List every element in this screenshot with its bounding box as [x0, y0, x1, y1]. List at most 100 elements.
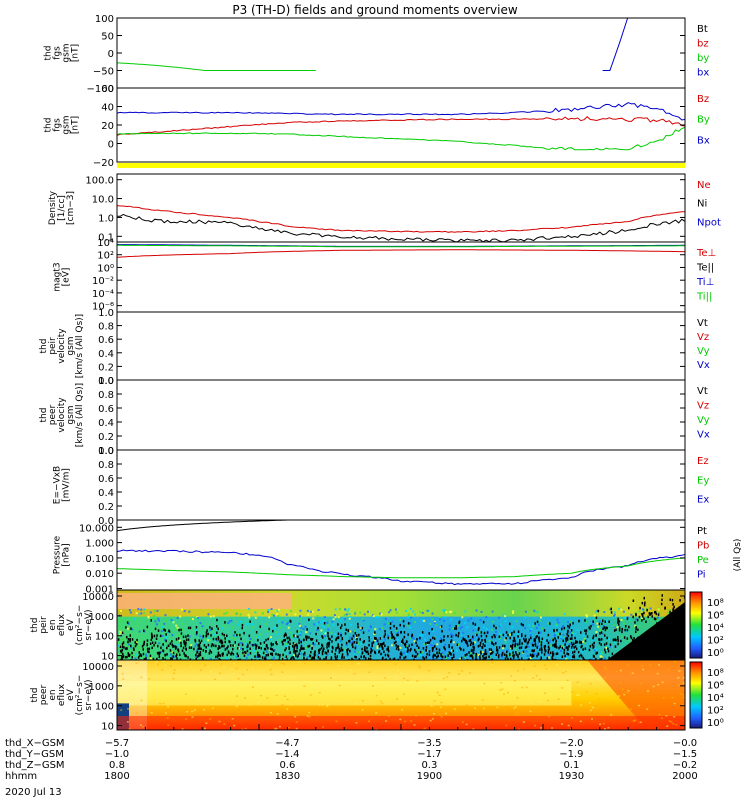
- panel-5-frame: [116, 311, 686, 381]
- y-tick-label: 10.000: [79, 523, 114, 534]
- panel-1: 100 50 0 −50 −100 thd fgs gsm [nT] Bt bz by bx: [44, 14, 710, 95]
- panel-8-frame: [116, 519, 686, 591]
- y-axis-label: gsm: [62, 43, 72, 62]
- x-axis-value: 0.8: [109, 760, 125, 771]
- y-axis-label: peir: [39, 616, 49, 634]
- panel-1-plot-area: [117, 18, 629, 71]
- colorbar-tick-label: 10⁸: [707, 598, 724, 609]
- legend-Ey: Ey: [697, 475, 709, 486]
- y-tick-label: 100: [95, 702, 114, 713]
- y-tick-label: 0.6: [98, 404, 114, 415]
- y-axis-label: [nPa]: [62, 543, 72, 566]
- x-axis-value: −1.5: [673, 749, 697, 760]
- y-axis-label: [nT]: [71, 116, 81, 134]
- y-tick-label: 10⁴: [97, 238, 114, 249]
- x-axis-value: 1830: [275, 771, 300, 782]
- legend-Bz: Bz: [697, 94, 709, 105]
- legend-Vy: Vy: [697, 415, 710, 426]
- date-label: 2020 Jul 13: [5, 787, 62, 798]
- y-tick-label: 0: [108, 49, 114, 60]
- y-axis-label: [eV]: [62, 268, 72, 287]
- legend-Vx: Vx: [697, 430, 710, 441]
- x-axis-value: −1.9: [559, 749, 583, 760]
- series-Pi-line: [117, 549, 685, 586]
- y-axis-label: gsm: [66, 336, 76, 355]
- legend-Bx: Bx: [697, 135, 710, 146]
- y-tick-label: 60: [101, 84, 114, 95]
- y-axis-label: sr−eV): [84, 679, 94, 710]
- electron-spectrogram-band: [117, 681, 572, 706]
- legend-by: by: [697, 53, 709, 64]
- y-tick-label: −20: [93, 158, 114, 169]
- y-axis-label: thd: [44, 46, 54, 61]
- series-By-line: [117, 126, 685, 151]
- x-axis-value: 1800: [104, 771, 129, 782]
- colorbar-tick-label: 10⁴: [707, 623, 724, 634]
- y-tick-label: 0.0: [98, 446, 114, 457]
- ion-spectrogram-hot-band: [117, 593, 292, 609]
- y-tick-label: 0.6: [98, 335, 114, 346]
- ion-spectrogram-dark-region: [607, 602, 685, 660]
- y-axis-label: thd: [30, 688, 40, 703]
- y-tick-label: 20: [101, 121, 114, 132]
- y-axis-label: thd: [39, 339, 49, 354]
- y-tick-label: 0.6: [98, 474, 114, 485]
- y-axis-label: thd: [30, 618, 40, 633]
- panel-8: 10.000 1.000 0.100 0.010 0.001 Pressure [nPa] P…: [53, 519, 743, 596]
- y-tick-label: 1000: [89, 612, 114, 623]
- y-tick-label: 10: [101, 722, 114, 733]
- x-axis-value: −1.4: [275, 749, 299, 760]
- y-axis-label: peir: [48, 337, 58, 355]
- panel-4-frame: [116, 241, 686, 313]
- x-axis-value: −2.0: [559, 738, 583, 749]
- y-tick-label: 0.2: [98, 502, 114, 513]
- colorbar-tick-label: 10⁴: [707, 693, 724, 704]
- panel-3: 100.0 10.0 1.0 0.1 Density [1/cc] [cm−3] Ne Ni Np…: [48, 173, 721, 243]
- y-axis-label: [mV/m]: [62, 468, 72, 502]
- y-tick-label: 10.0: [92, 195, 114, 206]
- panel-10-plot-area: [117, 660, 685, 730]
- y-tick-label: 0.010: [85, 569, 114, 580]
- y-tick-label: 0.8: [98, 390, 114, 401]
- legend-Npot: Npot: [697, 217, 721, 228]
- legend-Te: Te||: [696, 263, 714, 274]
- x-axis-value: 0.6: [279, 760, 295, 771]
- panel-8-plot-area: [117, 520, 685, 586]
- y-axis-label: velocity: [57, 397, 67, 433]
- y-axis-label: gsm: [66, 405, 76, 424]
- x-axis-value: 1930: [559, 771, 584, 782]
- y-axis-label: E=−VxB: [53, 466, 63, 504]
- legend-Vt: Vt: [697, 386, 708, 397]
- colorbar-tick-label: 10⁰: [707, 718, 724, 729]
- colorbar-scale: [689, 661, 703, 729]
- y-tick-label: 0: [108, 140, 114, 151]
- y-tick-label: 0.0: [98, 516, 114, 527]
- legend-Vz: Vz: [697, 332, 709, 343]
- colorbar-tick-label: 10⁶: [707, 611, 724, 622]
- y-axis-label: (cm²−s−: [75, 605, 85, 646]
- y-tick-label: 0.1: [98, 232, 114, 243]
- x-axis-value: −0.0: [673, 738, 697, 749]
- colorbar-scale: [689, 591, 703, 659]
- legend-Pt: Pt: [697, 526, 707, 537]
- y-tick-label: 0.4: [98, 488, 114, 499]
- series-Ti-line: [117, 244, 685, 248]
- y-tick-label: 10⁻²: [92, 276, 114, 287]
- legend-Ti: Ti||: [696, 292, 712, 303]
- colorbar-tick-label: 10⁰: [707, 648, 724, 659]
- y-tick-label: 10000: [82, 662, 114, 673]
- panel-5: 1.0 0.8 0.6 0.4 0.2 0.0 thd peir velocity gsm [km/…: [39, 308, 710, 387]
- panel-2-plot-area: [117, 102, 685, 151]
- y-axis-label: eflux: [57, 613, 67, 636]
- panel-9-plot-area: [117, 590, 685, 660]
- panel-2: 60 40 20 0 −20 thd fgs gsm [nT] Bz By Bx: [44, 84, 710, 169]
- series-Bx-line: [117, 102, 685, 121]
- legend-Vt: Vt: [697, 318, 708, 329]
- x-axis-row-label: hhmm: [5, 771, 37, 782]
- y-axis-label: thd: [44, 118, 54, 133]
- series-Ne-line: [117, 205, 685, 233]
